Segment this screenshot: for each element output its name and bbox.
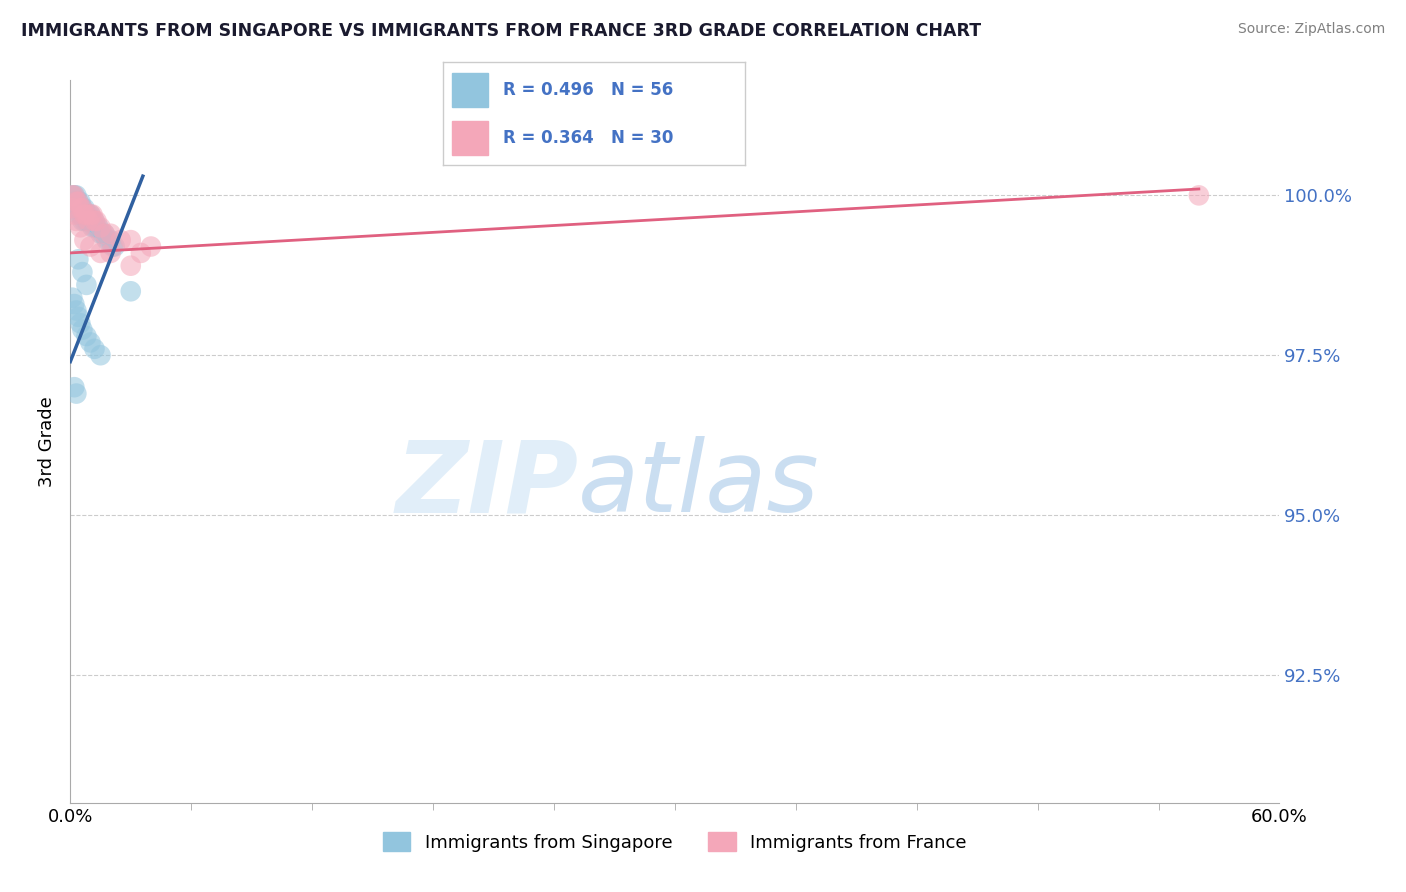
Point [120,285,142,299]
Point [63,297,86,311]
Point [73,233,96,247]
Point [60,194,83,209]
Point [91,227,114,241]
Point [83,342,105,356]
Point [73,208,96,222]
Point [104,239,127,253]
Point [72,265,94,279]
Point [72,323,94,337]
Point [67,310,90,324]
Point [63,380,86,394]
Legend: Immigrants from Singapore, Immigrants from France: Immigrants from Singapore, Immigrants fr… [375,825,974,859]
Text: IMMIGRANTS FROM SINGAPORE VS IMMIGRANTS FROM FRANCE 3RD GRADE CORRELATION CHART: IMMIGRANTS FROM SINGAPORE VS IMMIGRANTS … [21,22,981,40]
Point [83,214,105,228]
Point [97,233,120,247]
Point [63,188,86,202]
Point [72,214,94,228]
Point [75,208,97,222]
Text: atlas: atlas [578,436,820,533]
Point [67,194,90,209]
Point [101,239,124,253]
Point [60,201,83,215]
Point [73,201,96,215]
Point [79,208,101,222]
Point [69,194,91,209]
Point [83,214,105,228]
Point [63,194,86,209]
Point [82,214,104,228]
Point [72,208,94,222]
Point [69,201,91,215]
Point [72,201,94,215]
Y-axis label: 3rd Grade: 3rd Grade [38,396,56,487]
Point [83,220,105,235]
Point [65,201,87,215]
Point [63,201,86,215]
Point [63,188,86,202]
Point [82,220,104,235]
Point [67,252,90,267]
Point [67,201,90,215]
Point [73,214,96,228]
Point [60,188,83,202]
Point [65,188,87,202]
Point [69,201,91,215]
Point [69,208,91,222]
Point [86,220,108,235]
Point [96,233,118,247]
Text: R = 0.496   N = 56: R = 0.496 N = 56 [503,81,673,99]
Point [120,233,142,247]
Point [120,259,142,273]
Point [129,246,152,260]
Point [77,214,100,228]
Point [90,227,111,241]
FancyBboxPatch shape [451,73,488,106]
Point [65,194,87,209]
Point [79,335,101,350]
Point [100,246,122,260]
Point [73,208,96,222]
Point [75,208,97,222]
Point [87,220,110,235]
Point [75,214,97,228]
Point [69,316,91,330]
Point [65,303,87,318]
Text: Source: ZipAtlas.com: Source: ZipAtlas.com [1237,22,1385,37]
Point [72,201,94,215]
Point [77,214,100,228]
Point [90,246,111,260]
Point [79,208,101,222]
Point [110,233,132,247]
Point [75,329,97,343]
Point [139,239,162,253]
Point [100,227,122,241]
Point [1188,188,1211,202]
Point [77,208,100,222]
Point [65,214,87,228]
Point [67,194,90,209]
Point [93,227,115,241]
Point [63,208,86,222]
Point [82,208,104,222]
FancyBboxPatch shape [451,121,488,155]
Point [60,188,83,202]
Point [69,220,91,235]
Point [100,233,122,247]
Point [65,194,87,209]
Point [93,227,115,241]
Point [90,220,111,235]
Point [65,386,87,401]
Point [79,239,101,253]
Point [75,277,97,292]
Text: ZIP: ZIP [395,436,578,533]
Point [86,214,108,228]
Point [90,348,111,362]
Text: R = 0.364   N = 30: R = 0.364 N = 30 [503,129,673,147]
Point [60,291,83,305]
Point [79,214,101,228]
Point [67,208,90,222]
